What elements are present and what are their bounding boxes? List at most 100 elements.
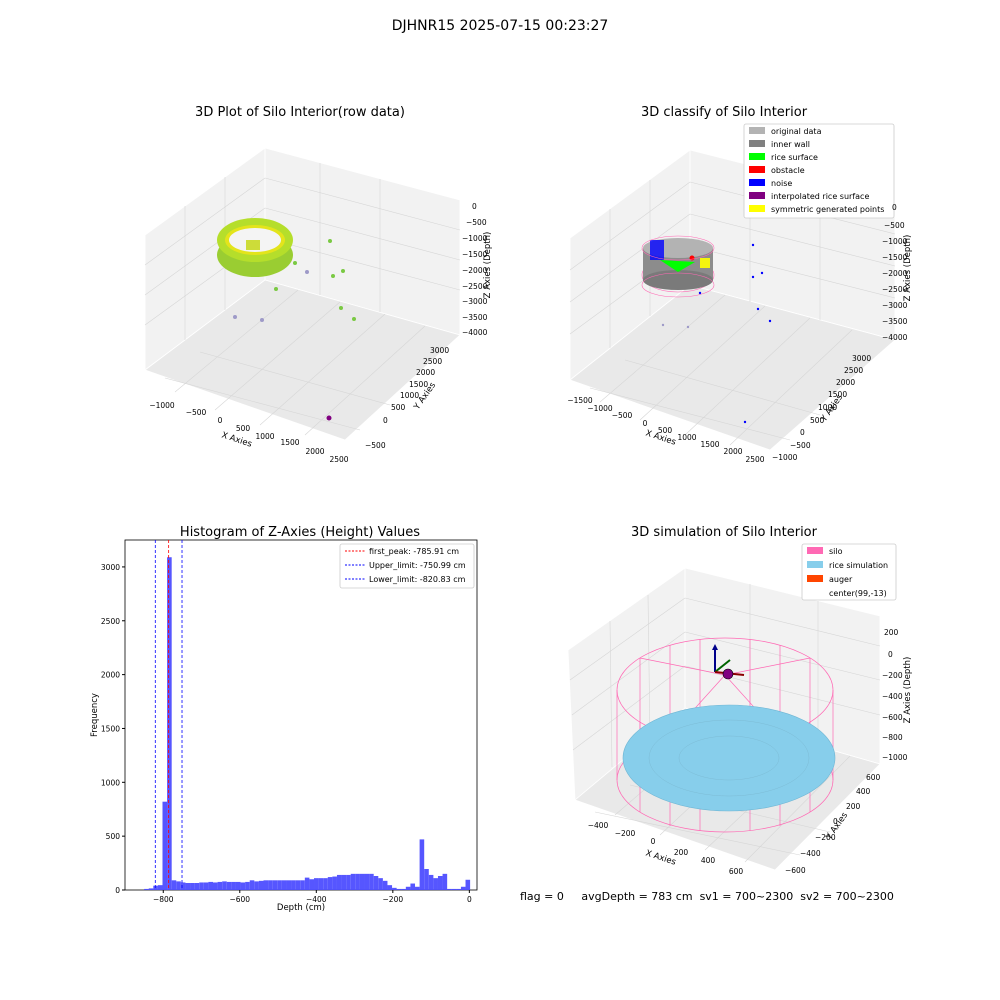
histogram-bar [350, 873, 356, 890]
histogram-y-axis-label: Frequency [90, 693, 100, 737]
histogram-threshold-lines [154, 540, 183, 890]
svg-text:−1500: −1500 [882, 253, 908, 262]
svg-text:3000: 3000 [430, 346, 449, 355]
legend-label-rice-simulation: rice simulation [829, 561, 888, 570]
svg-text:−500: −500 [790, 441, 811, 450]
simulation-x-axis-label: X Axies [644, 848, 677, 867]
svg-text:−200: −200 [615, 829, 636, 838]
histogram-bar [314, 878, 319, 890]
svg-text:2000: 2000 [723, 447, 742, 456]
simulation-z-ticks: 200 0 −200 −400 −600 −800 −1000 [882, 628, 908, 762]
histogram-bar [245, 881, 250, 890]
histogram-bar [144, 888, 149, 890]
legend-label-obstacle: obstacle [771, 166, 805, 175]
svg-text:−1500: −1500 [567, 396, 593, 405]
histogram-bar [295, 880, 301, 890]
svg-text:−3500: −3500 [462, 313, 488, 322]
histogram-bar [456, 888, 461, 890]
histogram-x-ticks: −800 −600 −400 −200 0 [153, 890, 472, 904]
svg-text:1500: 1500 [280, 438, 299, 447]
svg-text:1000: 1000 [677, 433, 696, 442]
x-tick-label: −400 [306, 895, 327, 904]
histogram-bar [268, 880, 273, 890]
avg-depth: avgDepth = 783 cm [581, 890, 693, 903]
svg-text:−2000: −2000 [462, 266, 488, 275]
histogram-bar [433, 878, 438, 890]
histogram-bar [291, 880, 296, 890]
histogram-bar [240, 882, 246, 890]
figure-title: DJHNR15 2025-07-15 00:23:27 [391, 18, 609, 34]
svg-text:−3000: −3000 [882, 301, 908, 310]
svg-text:−1000: −1000 [462, 234, 488, 243]
legend-swatch-original-data [749, 127, 765, 134]
histogram-bar [203, 882, 209, 890]
histogram-plot-area [124, 539, 478, 891]
legend-swatch-center [807, 589, 823, 596]
histogram-bar [213, 882, 218, 890]
sv1-range: sv1 = 700~2300 [699, 890, 794, 903]
histogram-bar [231, 881, 236, 890]
svg-text:2500: 2500 [745, 455, 764, 464]
svg-text:500: 500 [658, 426, 673, 435]
histogram-bar [346, 874, 351, 890]
y-tick-label: 1500 [101, 724, 120, 733]
x-tick-label: 0 [467, 895, 472, 904]
y-tick-label: 2500 [101, 617, 120, 626]
histogram-bar [415, 886, 420, 890]
classify-plot-panes [569, 149, 896, 451]
legend-label-original-data: original data [771, 127, 822, 136]
legend-swatch-auger [807, 575, 823, 582]
simulation-plot-title: 3D simulation of Silo Interior [631, 525, 818, 540]
svg-text:0: 0 [218, 416, 223, 425]
legend-label-auger: auger [829, 575, 853, 584]
svg-text:0: 0 [383, 416, 388, 425]
classify-noise-points [661, 243, 772, 424]
histogram-bar [176, 881, 181, 890]
raw-z-ticks: 0 −500 −1000 −1500 −2000 −2500 −3000 −35… [462, 202, 488, 337]
svg-text:2500: 2500 [423, 357, 442, 366]
legend-label-rice-surface: rice surface [771, 153, 818, 162]
svg-text:−1000: −1000 [882, 237, 908, 246]
svg-text:0: 0 [800, 428, 805, 437]
legend-upper-limit: Upper_limit: -750.99 cm [369, 561, 466, 570]
rice-simulation-surface [622, 704, 836, 812]
legend-swatch-silo [807, 547, 823, 554]
histogram-bar [162, 801, 168, 890]
histogram-bar [180, 882, 186, 890]
histogram-bar [300, 880, 305, 890]
legend-label-noise: noise [771, 179, 792, 188]
svg-text:1000: 1000 [818, 403, 837, 412]
legend-label-silo: silo [829, 547, 843, 556]
raw-scatter-points [233, 239, 356, 421]
histogram-bar [185, 883, 191, 890]
legend-swatch-rice-surface [749, 153, 765, 160]
raw-plot-panes [144, 147, 461, 441]
classify-z-axis-label: Z Axies (Depth) [903, 235, 913, 302]
histogram-bar [217, 881, 223, 890]
svg-text:400: 400 [701, 856, 716, 865]
histogram-bar [341, 874, 347, 890]
flag-status: flag = 0 [520, 890, 564, 903]
svg-text:1500: 1500 [700, 440, 719, 449]
histogram-bar [378, 878, 383, 890]
histogram-bar [249, 880, 255, 890]
svg-text:200: 200 [846, 802, 861, 811]
histogram-bar [157, 885, 163, 890]
svg-text:1500: 1500 [828, 390, 847, 399]
histogram-x-axis-label: Depth (cm) [277, 903, 325, 913]
y-tick-label: 500 [106, 832, 121, 841]
svg-text:−4000: −4000 [462, 328, 488, 337]
svg-text:−600: −600 [882, 713, 903, 722]
histogram-bar [396, 888, 402, 890]
svg-text:0: 0 [472, 202, 477, 211]
histogram-bar [226, 881, 232, 890]
x-tick-label: −200 [383, 895, 404, 904]
classify-plot-title: 3D classify of Silo Interior [641, 105, 808, 120]
histogram-bar [387, 885, 393, 890]
legend-label-center: center(99,-13) [829, 589, 887, 598]
svg-text:−800: −800 [882, 733, 903, 742]
legend-swatch-inner-wall [749, 140, 765, 147]
svg-text:−2500: −2500 [462, 282, 488, 291]
svg-text:−2000: −2000 [882, 269, 908, 278]
raw-y-ticks: −500 0 500 1000 1500 2000 2500 3000 [365, 346, 449, 450]
